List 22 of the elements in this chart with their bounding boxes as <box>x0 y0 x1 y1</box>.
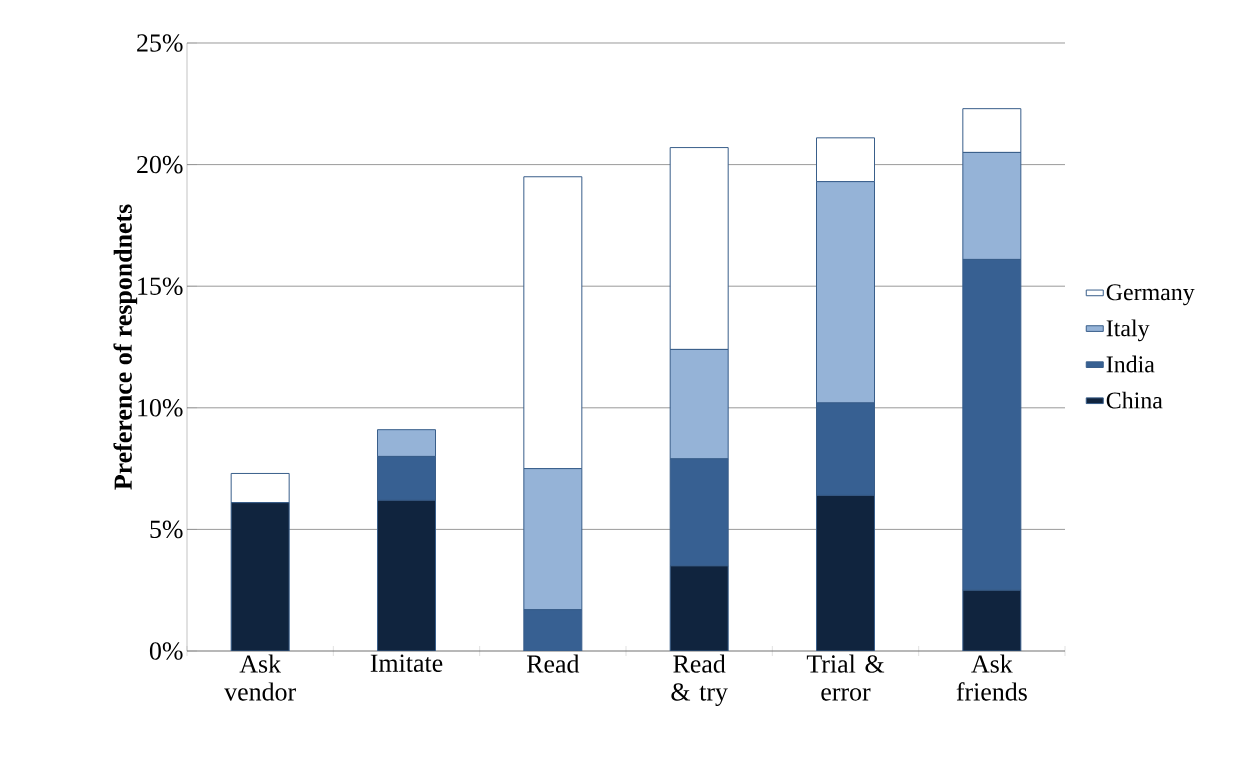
x-tick-label: Imitate <box>370 654 443 672</box>
x-tick-label: Ask vendor <box>224 654 296 701</box>
y-tick-label: 10% <box>138 399 183 417</box>
x-tick-label: Ask friends <box>956 654 1027 701</box>
x-tick-label: Read & try <box>671 654 728 706</box>
bar <box>962 589 1022 651</box>
y-tick-label: 20% <box>137 155 183 174</box>
x-tick-label: Trial & error <box>806 654 885 701</box>
y-tick-label: 0% <box>149 642 183 660</box>
y-tick-label: 15% <box>138 277 183 295</box>
legend-label: Italy <box>1106 319 1150 342</box>
bar <box>230 502 290 651</box>
legend-label: China <box>1106 391 1163 409</box>
y-axis-title: Preference of respondnets <box>113 204 138 490</box>
bar <box>669 565 729 651</box>
legend-label: Germany <box>1106 284 1195 306</box>
bar <box>816 494 875 651</box>
legend-label: India <box>1106 355 1155 373</box>
bar <box>377 499 436 651</box>
y-tick-label: 25% <box>137 34 183 52</box>
x-tick-label: Read <box>526 654 580 673</box>
y-tick-label: 5% <box>150 520 183 539</box>
